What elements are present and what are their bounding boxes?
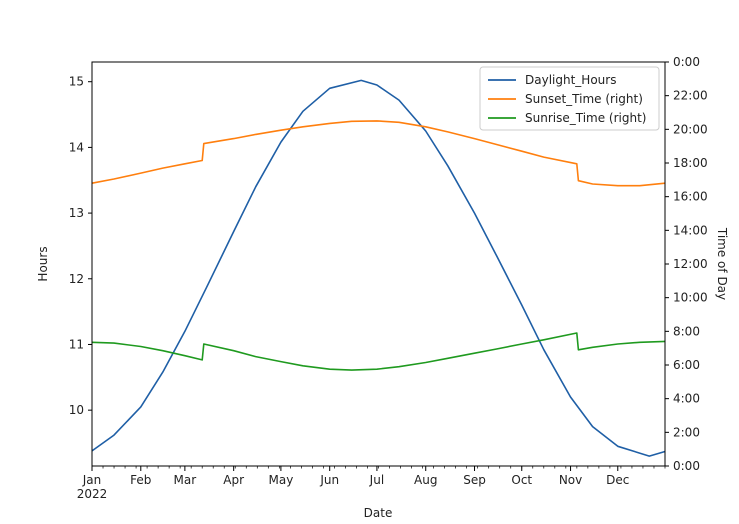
y2-tick-label: 10:00: [673, 291, 708, 305]
x-tick-label: Aug: [414, 473, 437, 487]
y2-tick-label: 4:00: [673, 392, 700, 406]
y2-tick-label: 22:00: [673, 89, 708, 103]
y-tick-label: 13: [69, 206, 84, 220]
y-tick-label: 15: [69, 75, 84, 89]
x-tick-label: Feb: [130, 473, 151, 487]
series-line-2: [91, 120, 666, 187]
legend: Daylight_Hours Sunset_Time (right) Sunrise…: [479, 66, 660, 131]
axes-layer: 10 11 12 13 14 15 0:00 2:00 4:00 6:00 8:00 10:00 12:…: [69, 55, 708, 501]
series-line-1: [91, 79, 666, 457]
legend-entry: Sunset_Time (right): [525, 92, 643, 106]
legend-box: [479, 66, 660, 131]
x-tick-label: Apr: [223, 473, 244, 487]
y2-tick-label: 6:00: [673, 358, 700, 372]
y2-tick-label: 0:00: [673, 459, 700, 473]
y-axis-label: Hours: [36, 246, 50, 281]
y2-tick-label: 16:00: [673, 190, 708, 204]
x-year-label: 2022: [77, 487, 108, 501]
y2-tick-label: 0:00: [673, 55, 700, 69]
x-tick-label: Sep: [463, 473, 486, 487]
x-axis-label: Date: [364, 506, 393, 520]
series-line-3: [91, 332, 666, 371]
x-tick-label: Jun: [319, 473, 339, 487]
x-tick-label: Oct: [511, 473, 532, 487]
x-tick-label: Mar: [174, 473, 197, 487]
series-layer: [91, 79, 666, 457]
x-tick-label: Jul: [369, 473, 384, 487]
y2-axis-label: Time of Day: [715, 227, 729, 300]
y-tick-label: 12: [69, 272, 84, 286]
y2-tick-label: 2:00: [673, 425, 700, 439]
y2-tick-label: 18:00: [673, 156, 708, 170]
x-tick-label: Dec: [606, 473, 629, 487]
y-tick-label: 11: [69, 337, 84, 351]
y2-tick-label: 14:00: [673, 223, 708, 237]
x-tick-label: Nov: [559, 473, 582, 487]
legend-entry: Daylight_Hours: [525, 73, 616, 87]
x-tick-label: Jan: [82, 473, 102, 487]
y-tick-label: 10: [69, 403, 84, 417]
y-tick-label: 14: [69, 140, 84, 154]
y2-tick-label: 8:00: [673, 324, 700, 338]
y2-tick-label: 12:00: [673, 257, 708, 271]
y2-tick-label: 20:00: [673, 122, 708, 136]
x-tick-label: May: [268, 473, 293, 487]
legend-entry: Sunrise_Time (right): [525, 111, 646, 125]
